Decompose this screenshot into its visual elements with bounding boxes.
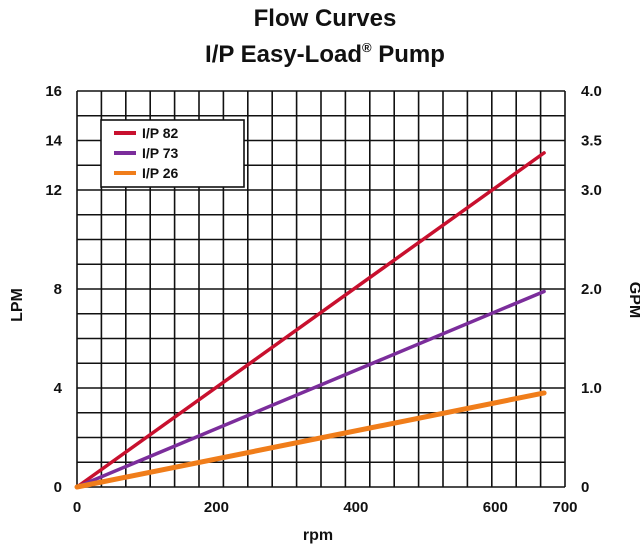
series-lines <box>74 151 547 490</box>
series-line-i-p-82 <box>75 151 546 489</box>
y-right-tick-label: 3.5 <box>581 133 602 150</box>
y-axis-label: LPM <box>9 288 26 322</box>
y-right-tick-label: 2.0 <box>581 281 602 298</box>
y-right-tick-label: 0 <box>581 479 589 496</box>
y-right-tick-label: 1.0 <box>581 380 602 397</box>
y-right-axis-ticks: 0 1.0 2.0 3.0 3.5 4.0 <box>581 83 602 496</box>
chart-title-line-2: I/P Easy-Load® Pump <box>205 40 445 68</box>
x-tick-label: 600 <box>483 499 508 516</box>
legend-label: I/P 26 <box>142 165 179 181</box>
chart-title-product: I/P Easy-Load <box>205 41 362 68</box>
y-tick-label: 0 <box>54 479 62 496</box>
x-axis-ticks: 0 200 400 600 700 <box>73 499 578 516</box>
y-tick-label: 8 <box>54 281 62 298</box>
chart-title-line-1: Flow Curves <box>254 5 397 32</box>
x-tick-label: 400 <box>343 499 368 516</box>
y-tick-label: 16 <box>45 83 62 100</box>
chart-title-registered-mark: ® <box>362 40 372 55</box>
legend-label: I/P 82 <box>142 125 179 141</box>
y-right-axis-label: GPM <box>626 282 640 318</box>
x-tick-label: 200 <box>204 499 229 516</box>
chart-title-suffix: Pump <box>372 41 445 68</box>
y-tick-label: 14 <box>45 133 62 150</box>
y-tick-label: 4 <box>54 380 63 397</box>
x-axis-label: rpm <box>303 527 333 544</box>
x-tick-label: 700 <box>552 499 577 516</box>
series-line-i-p-73 <box>75 289 546 489</box>
y-tick-label: 12 <box>45 182 62 199</box>
series-line-i-p-26 <box>74 390 547 490</box>
y-right-tick-label: 4.0 <box>581 83 602 100</box>
y-axis-ticks: 0 4 8 12 14 16 <box>45 83 62 496</box>
x-tick-label: 0 <box>73 499 81 516</box>
y-right-tick-label: 3.0 <box>581 182 602 199</box>
legend-label: I/P 73 <box>142 145 179 161</box>
legend: I/P 82 I/P 73 I/P 26 <box>100 119 245 188</box>
